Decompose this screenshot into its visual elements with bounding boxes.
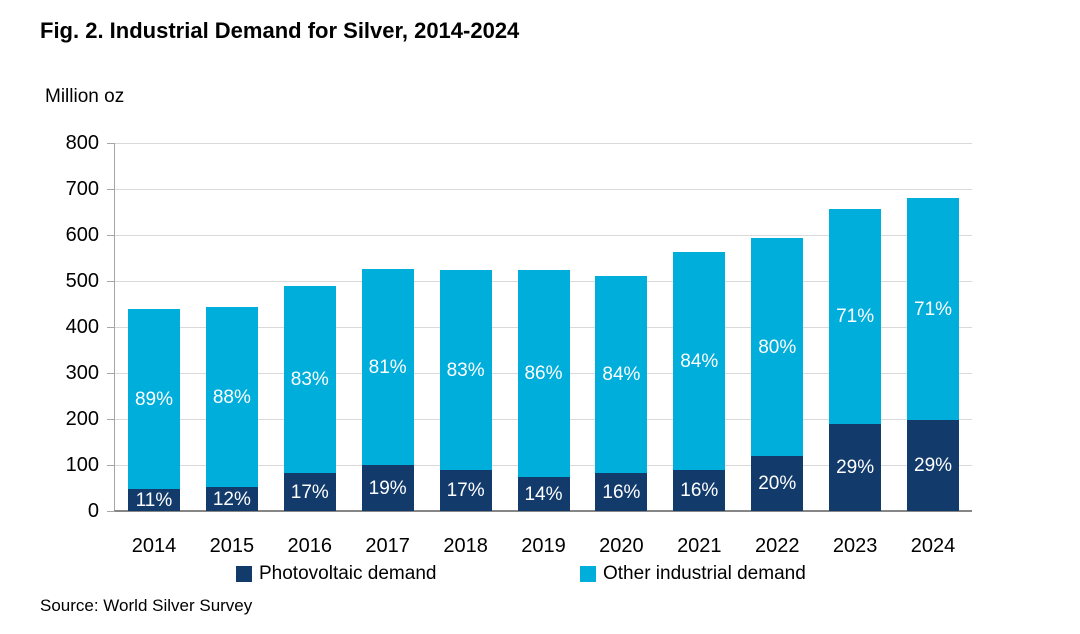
x-tick-label-2024: 2024 <box>910 535 956 557</box>
y-tick-label-100: 100 <box>65 454 99 476</box>
segment-other-industrial-2023: 71% <box>829 209 882 424</box>
segment-label-other-2021: 84% <box>680 350 719 372</box>
segment-label-photovoltaic-2016: 17% <box>290 481 329 503</box>
segment-label-other-2024: 71% <box>914 298 953 320</box>
bar-2021: 84% 16% <box>673 252 726 511</box>
bar-2020: 84% 16% <box>595 276 648 511</box>
segment-label-photovoltaic-2019: 14% <box>524 483 563 505</box>
gridline-600 <box>115 234 972 236</box>
y-tick-label-800: 800 <box>65 132 99 154</box>
y-tick-label-200: 200 <box>65 408 99 430</box>
x-tick-label-2015: 2015 <box>209 535 255 557</box>
bar-2022: 80% 20% <box>751 238 804 511</box>
y-tick-mark <box>107 465 115 466</box>
segment-label-other-2022: 80% <box>758 336 797 358</box>
segment-label-other-2016: 83% <box>290 369 329 390</box>
x-tick-label-2018: 2018 <box>443 535 488 557</box>
segment-other-industrial-2021: 84% <box>673 252 726 470</box>
legend-item-photovoltaic: Photovoltaic demand <box>236 563 436 585</box>
y-tick-label-0: 0 <box>87 500 99 522</box>
segment-photovoltaic-2016: 17% <box>283 473 336 511</box>
y-tick-mark <box>107 373 115 374</box>
y-axis-title: Million oz <box>45 86 125 107</box>
segment-other-industrial-2014: 89% <box>127 309 180 489</box>
y-tick-mark <box>107 419 115 420</box>
segment-label-other-2023: 71% <box>836 306 875 327</box>
bar-2015: 88% 12% <box>205 307 258 511</box>
segment-other-industrial-2019: 86% <box>517 270 570 477</box>
y-tick-label-300: 300 <box>65 362 99 384</box>
legend-label: Other industrial demand <box>603 563 806 584</box>
segment-label-other-2018: 83% <box>446 359 485 381</box>
y-tick-mark <box>107 189 115 190</box>
x-tick-label-2021: 2021 <box>677 535 722 557</box>
plot-area: 0 100 200 300 400 500 600 700 800 89% 11% 2014 88% 12… <box>66 132 972 557</box>
y-tick-mark <box>107 327 115 328</box>
y-tick-label-400: 400 <box>65 316 99 338</box>
bar-2014: 89% 11% <box>127 309 180 511</box>
x-tick-label-2023: 2023 <box>832 535 878 557</box>
legend-item-other-industrial: Other industrial demand <box>580 563 806 585</box>
segment-photovoltaic-2019: 14% <box>517 477 570 511</box>
legend-label: Photovoltaic demand <box>259 563 437 584</box>
photovoltaic-swatch-icon <box>236 566 252 582</box>
segment-photovoltaic-2017: 19% <box>361 465 414 511</box>
gridline-800 <box>115 142 972 144</box>
chart-title: Fig. 2. Industrial Demand for Silver, 20… <box>40 18 520 43</box>
y-tick-mark <box>107 143 115 144</box>
y-tick-mark <box>107 281 115 282</box>
segment-photovoltaic-2015: 12% <box>205 487 258 511</box>
segment-label-photovoltaic-2020: 16% <box>602 481 641 503</box>
x-tick-label-2019: 2019 <box>521 535 566 557</box>
segment-other-industrial-2022: 80% <box>751 238 804 456</box>
x-tick-label-2022: 2022 <box>754 535 800 557</box>
segment-label-photovoltaic-2022: 20% <box>758 473 797 494</box>
y-tick-mark <box>107 235 115 236</box>
segment-label-photovoltaic-2015: 12% <box>212 488 251 510</box>
x-tick-label-2017: 2017 <box>365 535 410 557</box>
segment-photovoltaic-2021: 16% <box>673 470 726 511</box>
segment-photovoltaic-2018: 17% <box>439 470 492 511</box>
y-tick-label-700: 700 <box>65 178 99 200</box>
segment-other-industrial-2017: 81% <box>361 269 414 465</box>
segment-label-photovoltaic-2018: 17% <box>446 480 485 501</box>
segment-other-industrial-2015: 88% <box>205 307 258 487</box>
bar-2023: 71% 29% <box>829 209 882 511</box>
bar-2019: 86% 14% <box>517 270 570 511</box>
segment-label-other-2017: 81% <box>368 356 407 378</box>
segment-label-photovoltaic-2014: 11% <box>135 489 173 511</box>
segment-other-industrial-2024: 71% <box>907 198 960 420</box>
x-axis-line <box>114 510 972 512</box>
legend: Photovoltaic demand Other industrial dem… <box>0 563 1080 587</box>
segment-photovoltaic-2014: 11% <box>127 489 180 511</box>
segment-photovoltaic-2020: 16% <box>595 473 648 511</box>
y-tick-label-500: 500 <box>65 270 99 292</box>
segment-label-photovoltaic-2017: 19% <box>368 477 407 499</box>
segment-label-other-2019: 86% <box>524 363 563 384</box>
x-tick-label-2016: 2016 <box>287 535 333 557</box>
segment-other-industrial-2020: 84% <box>595 276 648 473</box>
segment-label-photovoltaic-2024: 29% <box>914 455 953 476</box>
source-note: Source: World Silver Survey <box>40 596 253 615</box>
segment-label-photovoltaic-2023: 29% <box>836 457 875 478</box>
x-tick-label-2020: 2020 <box>599 535 644 557</box>
bar-2018: 83% 17% <box>439 270 492 511</box>
segment-photovoltaic-2022: 20% <box>751 456 804 511</box>
x-tick-label-2014: 2014 <box>131 535 177 557</box>
y-tick-mark <box>107 511 115 512</box>
segment-label-other-2015: 88% <box>212 386 251 408</box>
other-industrial-swatch-icon <box>580 566 596 582</box>
bar-2016: 83% 17% <box>283 286 336 511</box>
segment-photovoltaic-2023: 29% <box>829 424 882 511</box>
segment-label-photovoltaic-2021: 16% <box>680 480 719 501</box>
segment-label-other-2014: 89% <box>134 388 173 410</box>
gridline-700 <box>115 188 972 190</box>
segment-label-other-2020: 84% <box>602 364 641 385</box>
segment-other-industrial-2018: 83% <box>439 270 492 470</box>
bar-2017: 81% 19% <box>361 269 414 511</box>
bar-2024: 71% 29% <box>907 198 960 511</box>
segment-other-industrial-2016: 83% <box>283 286 336 473</box>
segment-photovoltaic-2024: 29% <box>907 420 960 511</box>
y-tick-label-600: 600 <box>65 224 99 246</box>
